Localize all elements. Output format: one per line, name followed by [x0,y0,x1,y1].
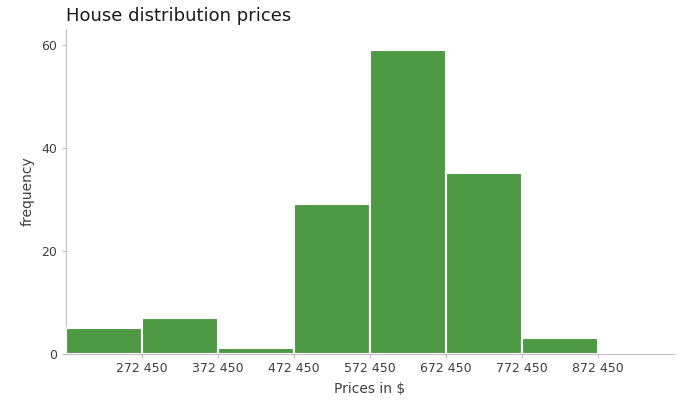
Bar [66,328,142,353]
Bar [142,318,218,353]
Bar [522,338,598,353]
Bar [370,50,446,353]
X-axis label: Prices in $: Prices in $ [334,382,405,396]
Text: House distribution prices: House distribution prices [66,7,291,25]
Bar [294,204,370,353]
Bar [218,349,294,353]
Bar [446,173,522,353]
Y-axis label: frequency: frequency [20,157,35,226]
